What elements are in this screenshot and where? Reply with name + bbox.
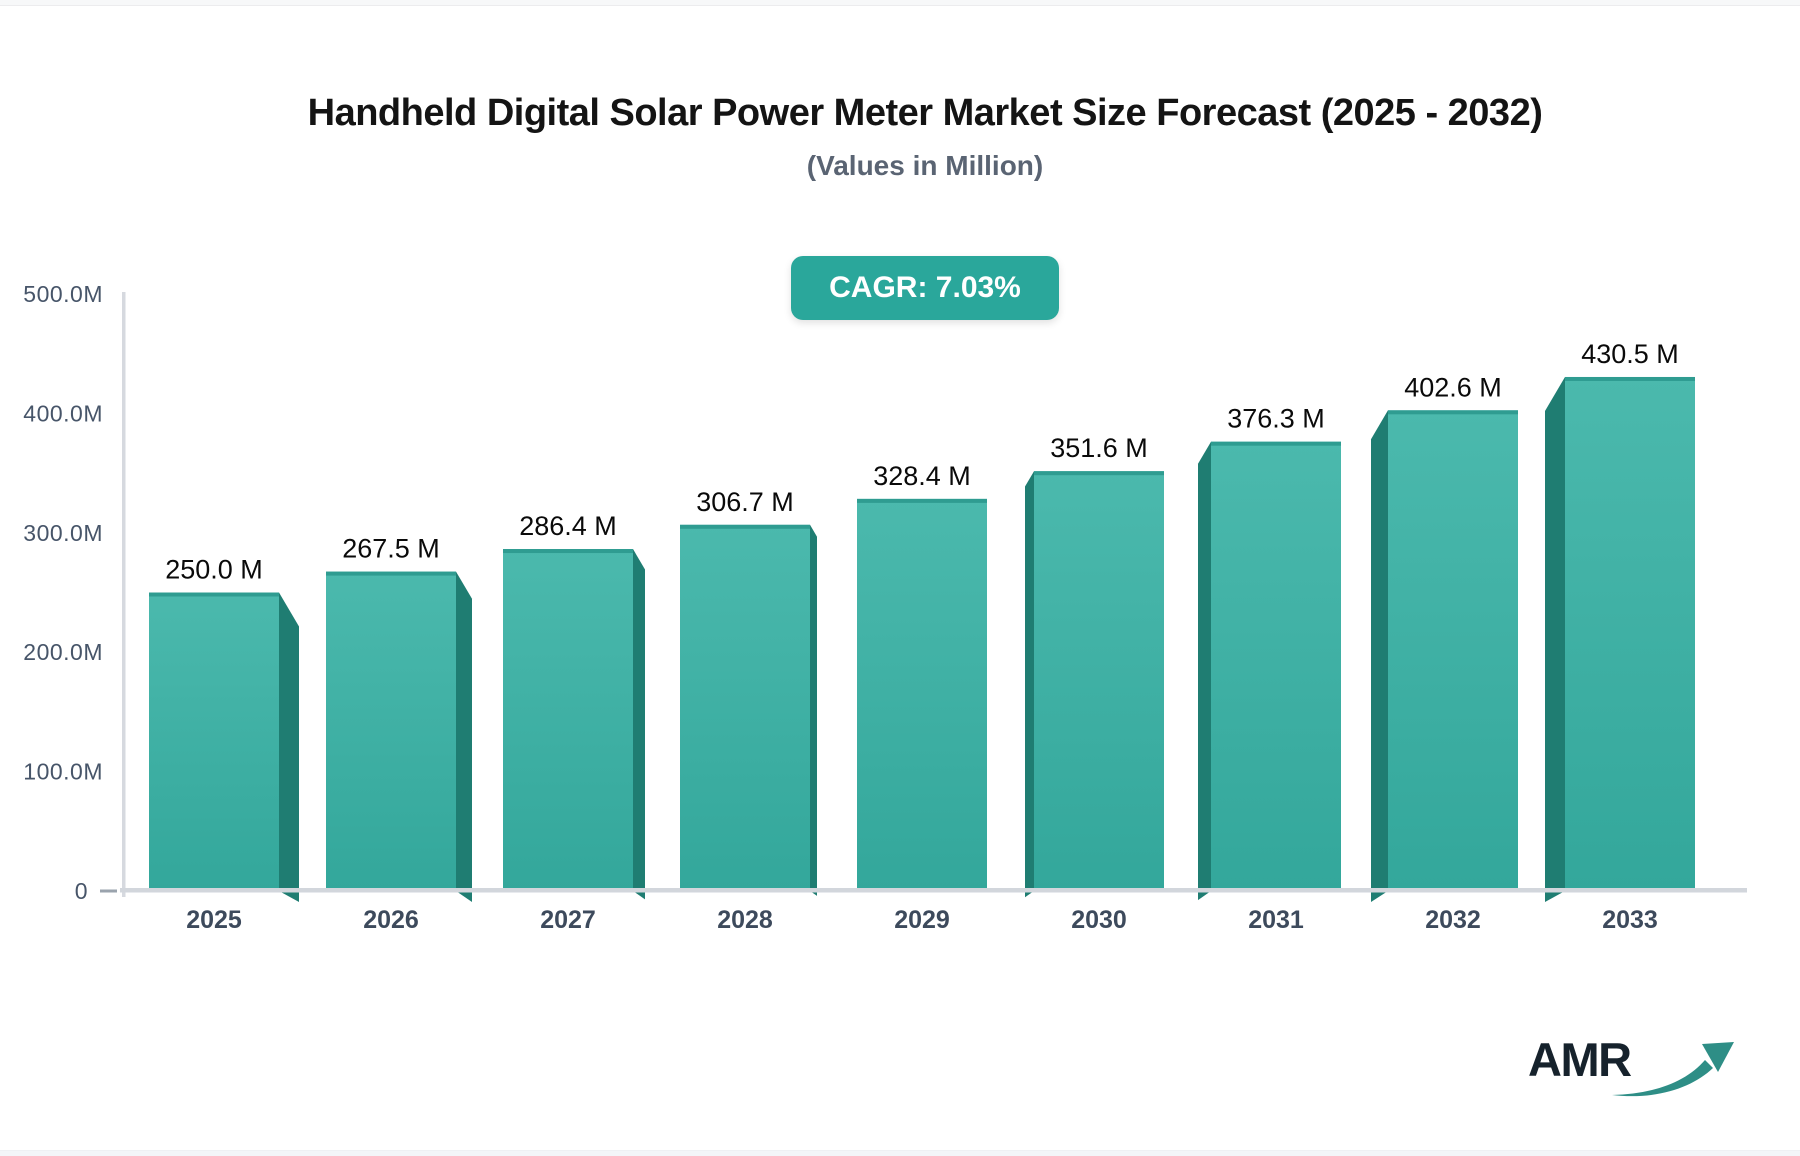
- x-axis-baseline: [120, 888, 1747, 893]
- bar-side-2025: [279, 592, 299, 902]
- bar-2027: [503, 549, 633, 891]
- x-tick-label-2028: 2028: [717, 906, 773, 934]
- cagr-badge-row: CAGR: 7.03%: [50, 256, 1800, 320]
- y-tick-label: 400.0M: [23, 400, 103, 426]
- bar-top-edge-2030: [1034, 471, 1164, 476]
- amr-logo-text: AMR: [1528, 1033, 1632, 1086]
- x-tick-label-2029: 2029: [894, 906, 950, 934]
- bar-side-2032: [1371, 410, 1388, 902]
- y-tick-label: 0: [75, 878, 88, 904]
- page-bottom-strip: [0, 1150, 1800, 1156]
- bar-2028: [680, 524, 810, 891]
- bar-value-label-2030: 351.6 M: [1050, 433, 1148, 463]
- bar-2033: [1565, 376, 1695, 891]
- cagr-badge: CAGR: 7.03%: [791, 256, 1059, 320]
- bar-top-edge-2027: [503, 549, 633, 554]
- bar-top-edge-2033: [1565, 376, 1695, 381]
- bar-2031: [1211, 441, 1341, 891]
- growth-arrow-icon: [1612, 1042, 1734, 1097]
- bar-value-label-2026: 267.5 M: [342, 534, 440, 564]
- x-tick-label-2031: 2031: [1248, 906, 1304, 934]
- bar-2025: [149, 592, 279, 891]
- bar-value-label-2033: 430.5 M: [1581, 339, 1679, 369]
- y-tick-label: 200.0M: [23, 639, 103, 665]
- zero-tick-mark: [100, 889, 117, 893]
- bar-side-2026: [456, 571, 472, 902]
- bar-top-edge-2026: [326, 571, 456, 576]
- bar-side-2031: [1198, 441, 1211, 901]
- bar-value-label-2027: 286.4 M: [519, 511, 617, 541]
- x-tick-label-2027: 2027: [540, 906, 596, 934]
- x-tick-label-2032: 2032: [1425, 906, 1481, 934]
- bar-side-2027: [633, 549, 645, 900]
- x-tick-label-2030: 2030: [1071, 906, 1127, 934]
- bar-side-2028: [810, 524, 817, 896]
- bar-side-2033: [1545, 376, 1565, 902]
- bar-value-label-2032: 402.6 M: [1404, 372, 1502, 402]
- bar-top-edge-2025: [149, 592, 279, 597]
- bar-top-edge-2032: [1388, 410, 1518, 415]
- y-tick-label: 300.0M: [23, 520, 103, 546]
- bar-value-label-2028: 306.7 M: [696, 487, 794, 517]
- page-top-strip: [0, 0, 1800, 6]
- bar-value-label-2031: 376.3 M: [1227, 404, 1325, 434]
- bar-top-edge-2031: [1211, 441, 1341, 446]
- y-axis-line: [122, 292, 126, 897]
- y-tick-label: 100.0M: [23, 759, 103, 785]
- bar-2032: [1388, 410, 1518, 891]
- bar-value-label-2029: 328.4 M: [873, 461, 971, 491]
- x-tick-label-2033: 2033: [1602, 906, 1658, 934]
- bar-2029: [857, 498, 987, 891]
- y-tick-label: 500.0M: [23, 281, 103, 307]
- bar-top-edge-2028: [680, 524, 810, 529]
- bar-value-label-2025: 250.0 M: [165, 555, 263, 585]
- x-tick-label-2026: 2026: [363, 906, 419, 934]
- bar-side-2030: [1025, 471, 1034, 898]
- amr-logo: AMR: [1528, 1033, 1734, 1108]
- bar-2026: [326, 571, 456, 891]
- bar-top-edge-2029: [857, 498, 987, 503]
- x-tick-label-2025: 2025: [186, 906, 242, 934]
- bar-2030: [1034, 471, 1164, 891]
